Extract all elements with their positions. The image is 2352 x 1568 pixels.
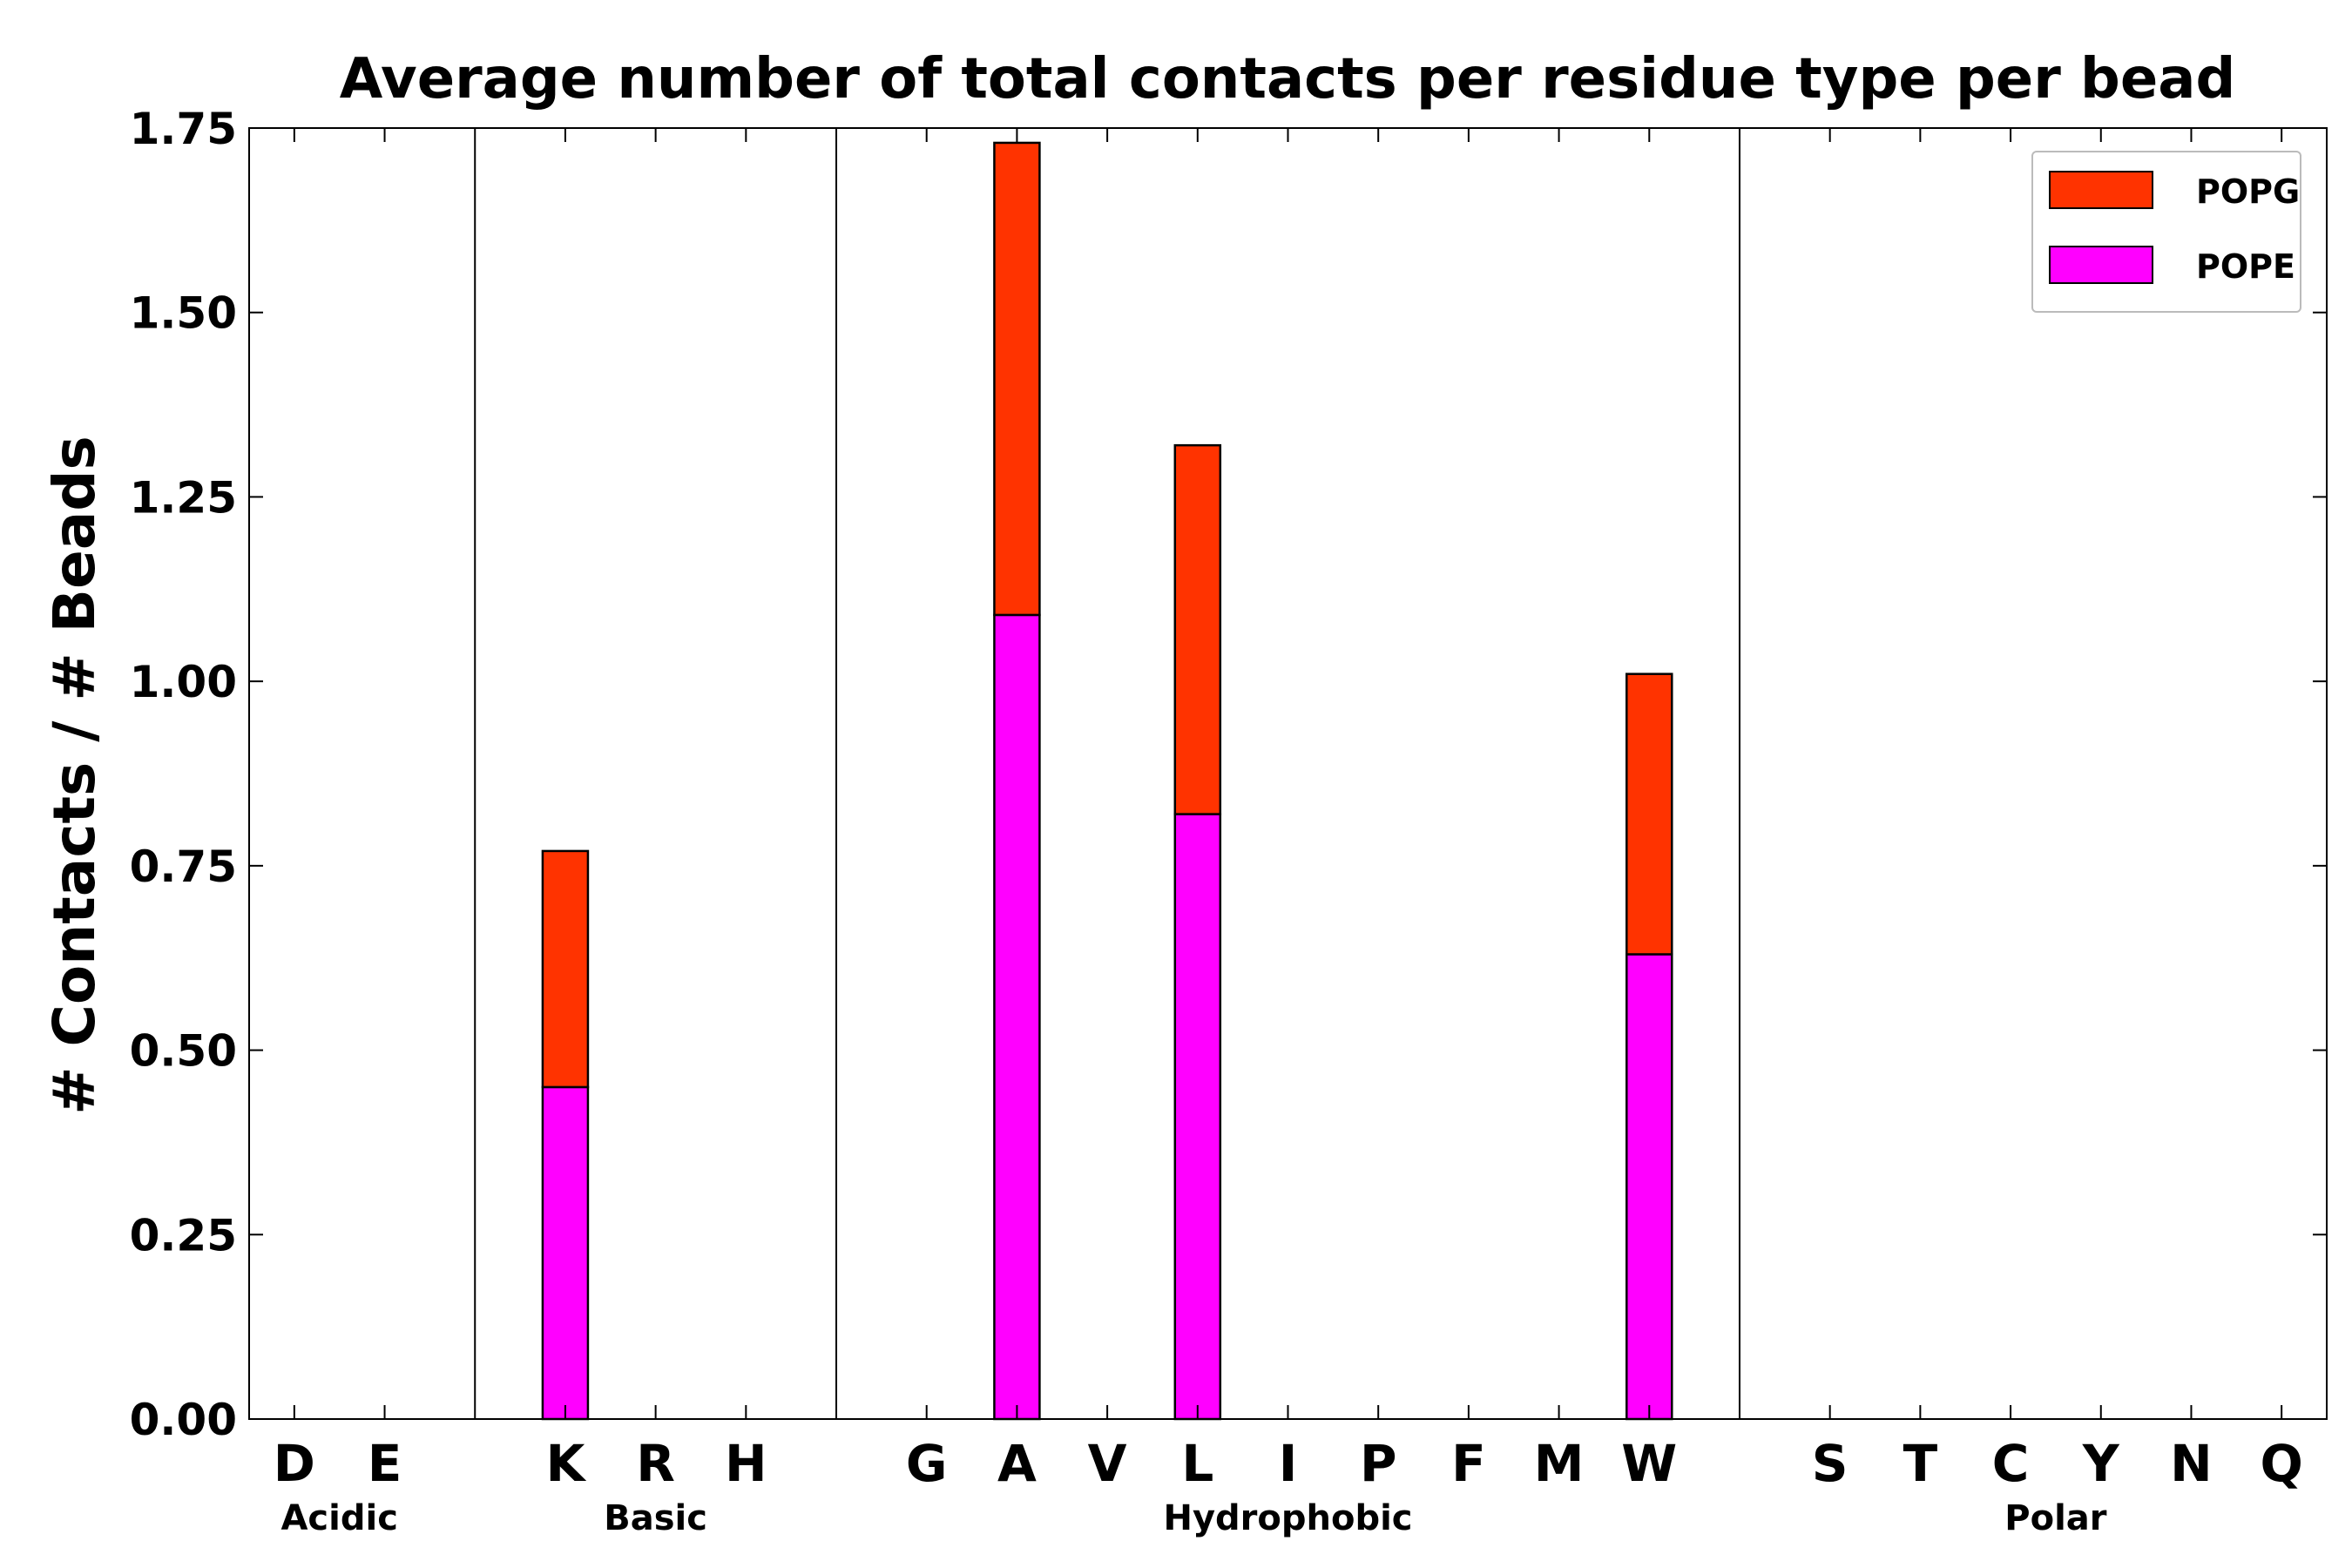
legend: POPG POPE [2031, 151, 2301, 313]
bar-pope-W [1625, 953, 1673, 1421]
group-labels: Acidic Basic Hydrophobic Polar [280, 1498, 2106, 1538]
x-tick-label-C: C [1992, 1434, 2030, 1493]
x-tick-label-N: N [2170, 1434, 2213, 1493]
plot-frame [248, 127, 2328, 1420]
x-tick-label-Y: Y [2082, 1434, 2120, 1493]
group-label-hydrophobic: Hydrophobic [1163, 1498, 1412, 1538]
y-tick-label: 0.50 [130, 1026, 237, 1077]
y-tick-label: 1.25 [130, 472, 237, 523]
legend-label-popg: POPG [2196, 172, 2300, 211]
x-tick-label-D: D [274, 1434, 315, 1493]
bar-popg-W [1625, 672, 1673, 956]
group-label-polar: Polar [2004, 1498, 2107, 1538]
legend-swatch-pope [2049, 246, 2153, 284]
group-dividers [474, 128, 1740, 1419]
x-tick-label-R: R [636, 1434, 675, 1493]
x-tick-label-F: F [1451, 1434, 1486, 1493]
x-tick-label-P: P [1360, 1434, 1397, 1493]
bar-popg-L [1173, 443, 1222, 815]
x-tick-label-S: S [1812, 1434, 1848, 1493]
x-tick-label-K: K [545, 1434, 586, 1493]
x-tick-label-I: I [1279, 1434, 1298, 1493]
x-tick-label-V: V [1088, 1434, 1127, 1493]
y-tick-label: 1.00 [130, 657, 237, 707]
x-tick-label-E: E [368, 1434, 402, 1493]
x-tick-label-A: A [997, 1434, 1037, 1493]
legend-label-pope: POPE [2196, 247, 2295, 286]
bar-popg-K [541, 849, 590, 1089]
y-ticks: 0.00 0.25 0.50 0.75 1.00 1.25 1.50 1.75 [130, 104, 2327, 1445]
bar-pope-K [541, 1085, 590, 1421]
y-tick-label: 1.50 [130, 288, 237, 339]
y-axis-label: # Contacts / # Beads [41, 436, 108, 1115]
group-label-acidic: Acidic [280, 1498, 397, 1538]
bar-popg-A [993, 141, 1041, 617]
chart-title: Average number of total contacts per res… [340, 47, 2236, 112]
x-tick-label-G: G [906, 1434, 948, 1493]
plot-area [249, 128, 2327, 1419]
y-tick-label: 0.25 [130, 1210, 237, 1260]
group-label-basic: Basic [604, 1498, 707, 1538]
bars [271, 141, 2305, 1421]
x-tick-label-Q: Q [2260, 1434, 2302, 1493]
x-tick-label-H: H [725, 1434, 767, 1493]
x-tick-label-W: W [1621, 1434, 1677, 1493]
x-tick-label-M: M [1534, 1434, 1585, 1493]
bar-pope-L [1173, 813, 1222, 1421]
bar-pope-A [993, 613, 1041, 1421]
y-tick-label: 0.75 [130, 841, 237, 892]
x-tick-label-T: T [1903, 1434, 1938, 1493]
y-tick-label: 1.75 [130, 104, 237, 154]
legend-swatch-popg [2049, 171, 2153, 209]
y-tick-label: 0.00 [130, 1395, 237, 1445]
x-tick-label-L: L [1181, 1434, 1213, 1493]
